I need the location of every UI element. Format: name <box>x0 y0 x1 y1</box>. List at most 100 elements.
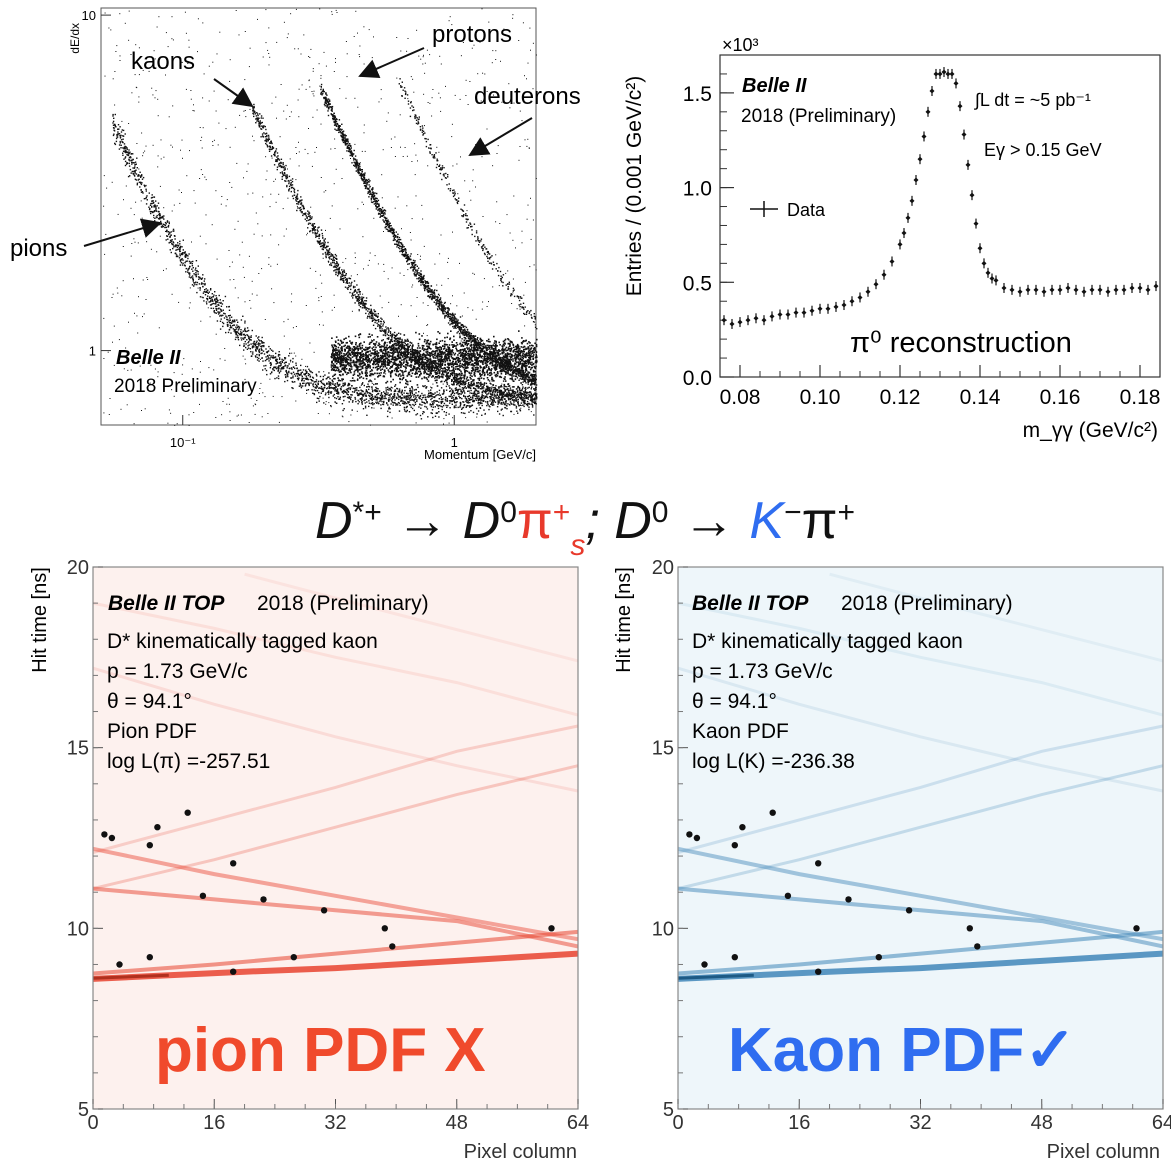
scatter-point <box>248 337 250 339</box>
scatter-point <box>533 393 535 395</box>
scatter-point <box>320 93 322 95</box>
scatter-point <box>124 148 126 150</box>
scatter-point <box>518 387 521 389</box>
scatter-point <box>270 363 272 366</box>
scatter-point <box>514 391 517 393</box>
scatter-point <box>515 388 518 390</box>
scatter-point <box>336 261 338 263</box>
scatter-point <box>139 182 142 184</box>
scatter-point <box>333 393 335 396</box>
scatter-point <box>446 383 449 385</box>
scatter-point <box>388 387 390 390</box>
scatter-point <box>528 380 531 383</box>
scatter-point <box>256 340 258 342</box>
scatter-point <box>379 326 381 328</box>
scatter-point <box>407 401 409 403</box>
scatter-point <box>361 169 363 171</box>
scatter-point <box>133 170 135 173</box>
scatter-point <box>484 389 487 391</box>
scatter-point <box>285 177 288 180</box>
scatter-point <box>218 302 220 304</box>
scatter-point <box>241 332 243 334</box>
scatter-point <box>281 166 284 168</box>
scatter-point <box>225 315 227 317</box>
scatter-point <box>474 390 476 392</box>
scatter-point <box>193 285 195 287</box>
scatter-point <box>206 291 208 293</box>
scatter-point <box>421 404 423 406</box>
scatter-point <box>369 312 372 315</box>
scatter-point <box>375 396 377 399</box>
scatter-point <box>428 365 430 368</box>
scatter-point <box>199 287 201 289</box>
scatter-point <box>453 392 456 395</box>
scatter-point <box>304 385 307 387</box>
scatter-point <box>439 298 442 301</box>
scatter-point <box>522 381 524 383</box>
scatter-point <box>202 285 204 288</box>
scatter-point <box>310 370 312 373</box>
scatter-point <box>351 281 353 284</box>
scatter-point <box>145 196 148 199</box>
scatter-point <box>261 133 264 135</box>
scatter-point <box>423 287 425 289</box>
scatter-point <box>485 382 488 385</box>
scatter-point <box>417 394 419 396</box>
scatter-point <box>534 398 536 400</box>
scatter-point <box>531 401 533 403</box>
scatter-point <box>449 407 451 409</box>
scatter-point <box>316 389 319 392</box>
scatter-point <box>282 173 284 176</box>
scatter-point <box>450 318 452 320</box>
scatter-point <box>432 406 434 408</box>
scatter-point <box>340 386 343 388</box>
scatter-point <box>133 162 135 164</box>
scatter-point <box>362 304 364 306</box>
scatter-point <box>368 405 370 408</box>
scatter-point <box>365 389 368 391</box>
scatter-point <box>368 196 370 198</box>
scatter-point <box>522 371 525 373</box>
scatter-point <box>161 215 164 218</box>
scatter-point <box>377 397 379 400</box>
scatter-point <box>153 196 156 198</box>
scatter-point <box>169 249 171 251</box>
scatter-point <box>340 274 343 276</box>
scatter-point <box>298 207 301 209</box>
scatter-point <box>409 258 411 261</box>
scatter-point <box>454 373 456 375</box>
scatter-point <box>291 184 294 186</box>
scatter-point <box>353 391 356 393</box>
scatter-point <box>244 327 246 330</box>
scatter-point <box>284 357 286 359</box>
scatter-point <box>436 289 438 292</box>
scatter-point <box>398 247 400 249</box>
scatter-point <box>311 379 313 382</box>
scatter-point <box>345 274 347 276</box>
scatter-point <box>386 402 388 404</box>
scatter-point <box>347 141 349 143</box>
scatter-point <box>331 387 333 389</box>
scatter-point <box>285 177 287 179</box>
scatter-point <box>345 282 347 284</box>
scatter-point <box>288 355 290 357</box>
scatter-point <box>438 307 441 309</box>
scatter-point <box>313 393 316 396</box>
scatter-point <box>272 357 274 359</box>
scatter-point <box>300 208 302 211</box>
scatter-point <box>379 400 381 402</box>
scatter-point <box>429 396 431 398</box>
scatter-point <box>430 395 433 397</box>
scatter-point <box>288 185 291 188</box>
scatter-point <box>315 387 317 389</box>
scatter-point <box>534 389 536 392</box>
scatter-point <box>348 282 351 284</box>
scatter-point <box>439 371 441 374</box>
scatter-point <box>505 402 507 404</box>
scatter-point <box>186 254 188 257</box>
scatter-point <box>459 402 462 405</box>
scatter-point <box>131 161 133 164</box>
scatter-point <box>489 351 491 353</box>
scatter-point <box>352 400 354 402</box>
scatter-point <box>112 124 115 126</box>
